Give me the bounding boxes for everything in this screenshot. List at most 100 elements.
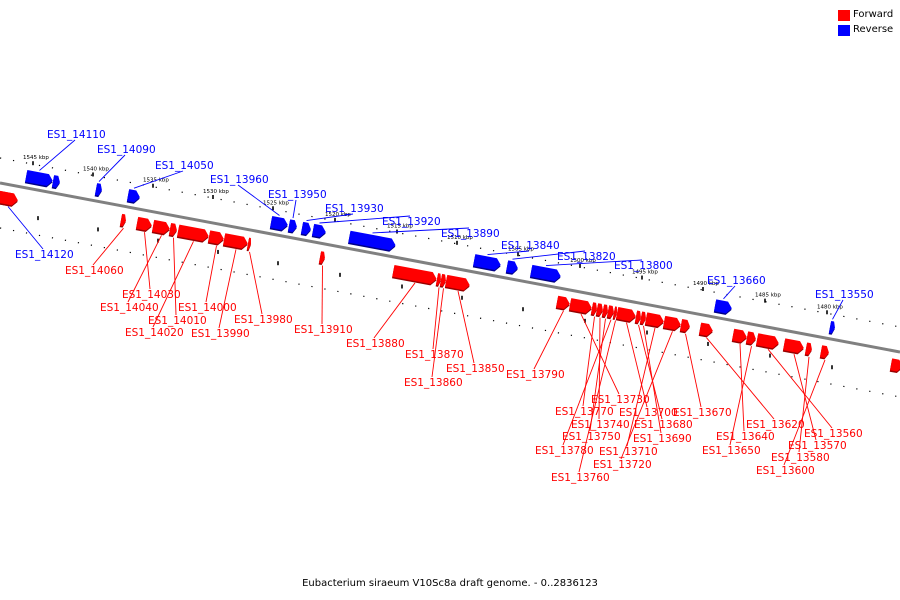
gene-es1_13740[interactable] [595,303,604,318]
gene-es1_13840[interactable] [472,254,502,272]
gene-label[interactable]: ES1_13930 [325,203,384,215]
gene-es1_13800[interactable] [529,264,562,284]
gene-es1_14040[interactable] [151,219,171,236]
gene-label[interactable]: ES1_13920 [382,216,441,228]
gene-es1_13680[interactable] [634,310,642,325]
gene-label[interactable]: ES1_14110 [47,129,106,141]
gene-es1_13550[interactable] [828,320,836,335]
gene-leader-line [152,241,194,328]
gene-label[interactable]: ES1_14090 [97,144,156,156]
gene-label[interactable]: ES1_13750 [562,431,621,443]
gene-es1_13640[interactable] [731,328,748,345]
gene-label[interactable]: ES1_13580 [771,452,830,464]
gene-es1_13890[interactable] [348,230,397,253]
gene-es1_13930[interactable] [300,221,312,237]
gene-es1_14020[interactable] [176,224,210,244]
gene-es1_13820[interactable] [505,260,519,275]
gene-es1_13700[interactable] [615,306,637,324]
gene-label[interactable]: ES1_13960 [210,174,269,186]
gene-label[interactable]: ES1_13710 [599,446,658,458]
gene-es1_14090[interactable] [94,183,103,198]
gene-es1_13650[interactable] [745,331,757,346]
gene-es1_13790[interactable] [555,295,571,312]
gene-label[interactable]: ES1_14060 [65,265,124,277]
gene-es1_13690[interactable] [639,311,647,326]
gene-es1_13720[interactable] [662,315,682,332]
gene-es1_13880[interactable] [391,264,438,286]
gene-label[interactable]: ES1_13800 [614,260,673,272]
gene-label[interactable]: ES1_13850 [446,363,505,375]
gene-es1_13670[interactable] [679,318,691,334]
gene-es1_13620[interactable] [698,322,714,339]
gene-label[interactable]: ES1_13870 [405,349,464,361]
gene-es1_14010[interactable] [168,223,178,238]
gene-label[interactable]: ES1_13650 [702,445,761,457]
gene-feature[interactable] [51,175,61,190]
gene-label[interactable]: ES1_13680 [634,419,693,431]
gene-es1_14050[interactable] [126,189,141,204]
gene-es1_14110[interactable] [24,170,54,188]
gene-label[interactable]: ES1_13790 [506,369,565,381]
gene-es1_14060[interactable] [119,213,127,228]
gene-label[interactable]: ES1_13670 [673,407,732,419]
gene-label[interactable]: ES1_13980 [234,314,293,326]
gene-es1_13560[interactable] [755,333,780,350]
gene-es1_13750[interactable] [601,304,609,319]
gene-es1_13910[interactable] [318,251,326,266]
gene-label[interactable]: ES1_13640 [716,431,775,443]
gene-arrow [392,264,437,284]
gene-label[interactable]: ES1_13700 [619,407,678,419]
gene-es1_13770[interactable] [590,302,598,317]
gene-es1_13870[interactable] [435,273,442,287]
gene-label[interactable]: ES1_13550 [815,289,874,301]
gene-label[interactable]: ES1_13910 [294,324,353,336]
gene-label[interactable]: ES1_14020 [125,327,184,339]
gene-leader-line [783,359,826,466]
gene-label[interactable]: ES1_13860 [404,377,463,389]
gene-label[interactable]: ES1_14030 [122,289,181,301]
gene-label[interactable]: ES1_14120 [15,249,74,261]
gene-es1_13600[interactable] [819,345,830,360]
gene-label[interactable]: ES1_13730 [591,394,650,406]
gene-label[interactable]: ES1_14000 [178,302,237,314]
gene-label[interactable]: ES1_13770 [555,406,614,418]
gene-feature[interactable] [889,358,900,374]
gene-es1_14120[interactable] [0,190,19,208]
gene-es1_13570[interactable] [782,338,805,355]
gene-es1_13580[interactable] [804,342,813,357]
gene-label[interactable]: ES1_13570 [788,440,847,452]
gene-label[interactable]: ES1_13690 [633,433,692,445]
gene-label[interactable]: ES1_13600 [756,465,815,477]
gene-es1_13850[interactable] [444,274,471,293]
gene-es1_13860[interactable] [439,273,447,288]
gene-es1_13730[interactable] [568,298,593,315]
gene-label[interactable]: ES1_14010 [148,315,207,327]
gene-label[interactable]: ES1_13620 [746,419,805,431]
gene-label[interactable]: ES1_13660 [707,275,766,287]
gene-es1_13920[interactable] [311,223,327,240]
gene-label[interactable]: ES1_13740 [571,419,630,431]
gene-label[interactable]: ES1_13780 [535,445,594,457]
gene-label[interactable]: ES1_13890 [441,228,500,240]
gene-arrow [804,342,812,355]
gene-label[interactable]: ES1_13820 [557,251,616,263]
gene-es1_13780[interactable] [606,305,615,320]
gene-es1_13660[interactable] [713,299,733,315]
gene-es1_14000[interactable] [207,230,225,246]
gene-label[interactable]: ES1_14040 [100,302,159,314]
gene-es1_13960[interactable] [269,216,289,232]
gene-label[interactable]: ES1_13840 [501,240,560,252]
gene-es1_14030[interactable] [135,216,153,233]
gene-label[interactable]: ES1_13560 [804,428,863,440]
gene-es1_13760[interactable] [612,306,618,321]
gene-es1_13990[interactable] [222,233,249,251]
gene-es1_13980[interactable] [246,237,252,252]
gene-label[interactable]: ES1_14050 [155,160,214,172]
gene-label[interactable]: ES1_13760 [551,472,610,484]
gene-es1_13710[interactable] [644,312,665,329]
gene-label[interactable]: ES1_13880 [346,338,405,350]
gene-es1_13950[interactable] [287,219,298,234]
gene-label[interactable]: ES1_13990 [191,328,250,340]
gene-label[interactable]: ES1_13720 [593,459,652,471]
gene-label[interactable]: ES1_13950 [268,189,327,201]
